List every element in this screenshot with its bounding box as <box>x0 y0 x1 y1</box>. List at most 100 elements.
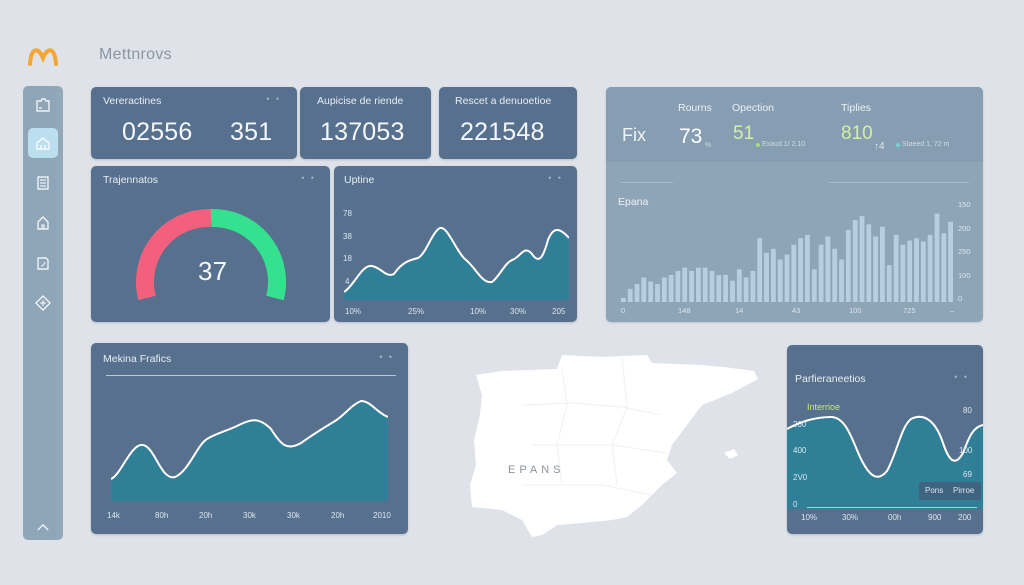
x-tick: 10% <box>801 513 818 522</box>
bar <box>641 277 647 302</box>
bar <box>621 297 626 302</box>
bar <box>757 238 763 302</box>
card-title: Mekina Frafics <box>103 353 172 365</box>
x-tick: 20h <box>331 511 345 520</box>
sidebar-item-puzzle[interactable] <box>28 288 58 318</box>
bar <box>927 234 933 302</box>
kpi-card-vereractines: Vereractines • • 02556 351 <box>91 87 297 159</box>
bar <box>764 252 769 302</box>
bar <box>730 280 735 302</box>
gauge-card: Trajennatos • • 37 <box>91 166 330 322</box>
map-label: EPANS <box>508 464 565 476</box>
y-tick: 150 <box>958 200 971 209</box>
collapse-sidebar-button[interactable] <box>31 518 55 536</box>
bar <box>798 238 803 302</box>
sidebar-item-document[interactable] <box>28 168 58 198</box>
card-title: Uptine <box>344 174 375 186</box>
bar <box>661 277 667 302</box>
status-dot <box>756 143 760 147</box>
sidebar-item-building[interactable] <box>28 208 58 238</box>
kpi-value: 221548 <box>460 118 545 146</box>
kpi-value: 137053 <box>320 118 405 146</box>
stat-sub: Staeed 1, 72 m <box>902 141 950 148</box>
series-label: Interrioe <box>807 402 841 412</box>
x-tick: 2010 <box>373 511 391 520</box>
sidebar-item-home[interactable] <box>28 128 58 158</box>
x-tick: 725 <box>903 306 916 315</box>
card-menu-button[interactable]: • • <box>954 372 969 382</box>
kpi-title: Rescet a denuoetioe <box>455 95 552 107</box>
bar <box>702 267 708 302</box>
bar <box>723 275 728 302</box>
card-menu-button[interactable]: • • <box>266 94 281 104</box>
legend: Pons Pirroe <box>919 482 981 500</box>
x-tick: 10% <box>470 307 487 316</box>
bar <box>873 236 878 302</box>
metrics-area-chart <box>111 399 388 501</box>
stat-value: 810 <box>841 123 873 144</box>
x-tick: 30% <box>842 513 859 522</box>
kpi-value-secondary: 351 <box>230 118 273 146</box>
kpi-value-primary: 02556 <box>122 118 193 146</box>
bar <box>914 238 919 302</box>
metrics-card: Mekina Frafics • • 14k 80h 20h 30k 30k 2… <box>91 343 408 534</box>
card-title: Trajennatos <box>103 174 159 186</box>
bar <box>948 221 953 302</box>
column-label: Tiplies <box>841 102 871 114</box>
file-chart-icon <box>37 257 49 270</box>
legend-item: Pons <box>925 486 944 495</box>
chevron-up-icon <box>37 523 49 531</box>
chart-title: Epana <box>618 196 649 208</box>
x-tick: 14k <box>107 511 120 520</box>
bar <box>655 284 660 302</box>
x-tick: 205 <box>552 307 566 316</box>
spain-map[interactable] <box>462 345 772 560</box>
bar <box>696 267 701 302</box>
y-tick: 78 <box>343 209 352 218</box>
bar <box>825 236 831 302</box>
divider <box>829 182 969 183</box>
sidebar-item-file-chart[interactable] <box>28 248 58 278</box>
bar <box>627 288 633 302</box>
bar <box>648 281 654 302</box>
y-tick: 100 <box>958 271 971 280</box>
bar <box>709 270 715 302</box>
x-tick: 14 <box>735 306 744 315</box>
bar <box>907 240 913 302</box>
card-menu-button[interactable]: • • <box>379 352 394 362</box>
kpi-card-aupicise: Aupicise de riende 137053 <box>300 87 431 159</box>
x-axis-line <box>807 507 977 508</box>
bar <box>859 216 865 302</box>
bar <box>736 269 742 302</box>
bar <box>852 220 858 302</box>
y-tick: 18 <box>343 254 352 263</box>
bar <box>866 224 872 302</box>
bar <box>900 244 906 302</box>
bar <box>634 284 640 302</box>
bar <box>886 265 892 302</box>
home-icon <box>36 137 50 150</box>
bar <box>832 248 838 302</box>
x-tick: 200 <box>958 513 972 522</box>
y-tick: 100 <box>959 446 973 455</box>
bar <box>743 277 749 302</box>
bar <box>920 241 926 302</box>
gauge-value: 37 <box>198 256 228 286</box>
x-tick: 30% <box>510 307 527 316</box>
sidebar-item-folder[interactable] <box>28 90 58 120</box>
x-tick: 30k <box>287 511 300 520</box>
x-tick: 80h <box>155 511 169 520</box>
app-title: Mettnrovs <box>99 46 172 63</box>
bar <box>805 234 810 302</box>
card-menu-button[interactable]: • • <box>548 173 563 183</box>
x-tick: 20h <box>199 511 213 520</box>
bar <box>893 234 899 302</box>
card-menu-button[interactable]: • • <box>301 173 316 183</box>
x-tick: 30k <box>243 511 256 520</box>
y-tick: 400 <box>793 446 807 455</box>
bar <box>941 233 947 302</box>
x-tick: 100 <box>849 306 862 315</box>
building-icon <box>37 216 49 230</box>
x-tick: 10% <box>345 307 362 316</box>
x-tick: 43 <box>792 306 801 315</box>
